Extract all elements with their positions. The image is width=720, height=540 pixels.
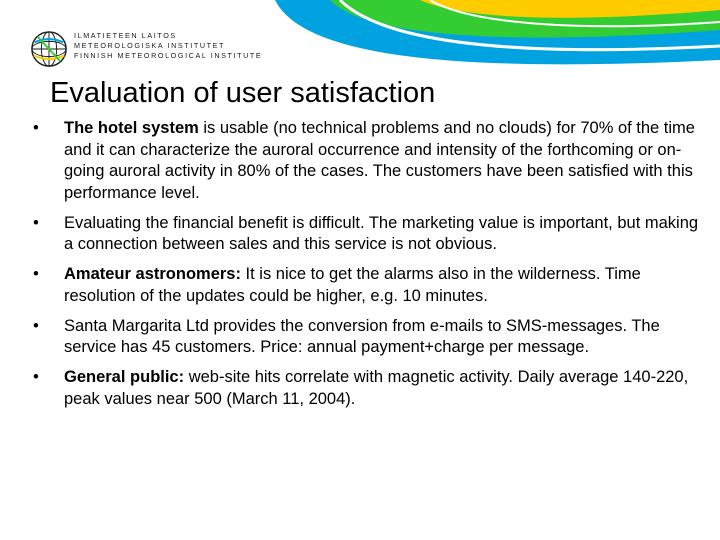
bullet-body-text: It is nice to get the alarms also in the… <box>64 265 641 305</box>
org-name-line-english: FINNISH METEOROLOGICAL INSTITUTE <box>74 51 263 60</box>
bullet-glyph: • <box>33 316 39 335</box>
bullet-santa-margarita: • Santa Margarita Ltd provides the conve… <box>30 316 700 359</box>
org-name-line-finnish: ILMATIETEEN LAITOS <box>74 31 177 40</box>
bullet-body-text: web-site hits correlate with magnetic ac… <box>64 368 689 408</box>
organization-name: ILMATIETEEN LAITOS METEOROLOGISKA INSTIT… <box>74 31 262 61</box>
bullet-glyph: • <box>33 119 39 137</box>
bullet-amateur-astronomers: • Amateur astronomers: It is nice to get… <box>30 264 700 307</box>
bullet-hotel-system: • The hotel system is usable (no technic… <box>30 118 700 204</box>
bullet-body-text: Santa Margarita Ltd provides the convers… <box>64 316 660 357</box>
bullet-glyph: • <box>33 265 39 283</box>
org-name-line-swedish: METEOROLOGISKA INSTITUTET <box>74 41 226 50</box>
bullet-lead-text: Amateur astronomers: <box>64 265 241 283</box>
white-streak-2 <box>429 0 720 28</box>
bullet-body-text: Evaluating the financial benefit is diff… <box>64 213 699 254</box>
yellow-curve <box>420 0 720 18</box>
bullet-glyph: • <box>33 368 39 386</box>
bullet-glyph: • <box>33 213 39 232</box>
slide-title: Evaluation of user satisfaction <box>50 77 436 109</box>
white-streak-1 <box>338 0 720 52</box>
bullet-list: • The hotel system is usable (no technic… <box>30 118 700 419</box>
bullet-body-text: is usable (no technical problems and no … <box>64 119 695 202</box>
fmi-globe-logo-icon <box>31 31 67 67</box>
bullet-general-public: • General public: web-site hits correlat… <box>30 367 700 410</box>
header-decorative-curves <box>275 0 720 65</box>
bullet-financial-benefit: • Evaluating the financial benefit is di… <box>30 213 700 256</box>
bullet-lead-text: The hotel system <box>64 119 199 137</box>
bullet-lead-text: General public: <box>64 368 185 386</box>
